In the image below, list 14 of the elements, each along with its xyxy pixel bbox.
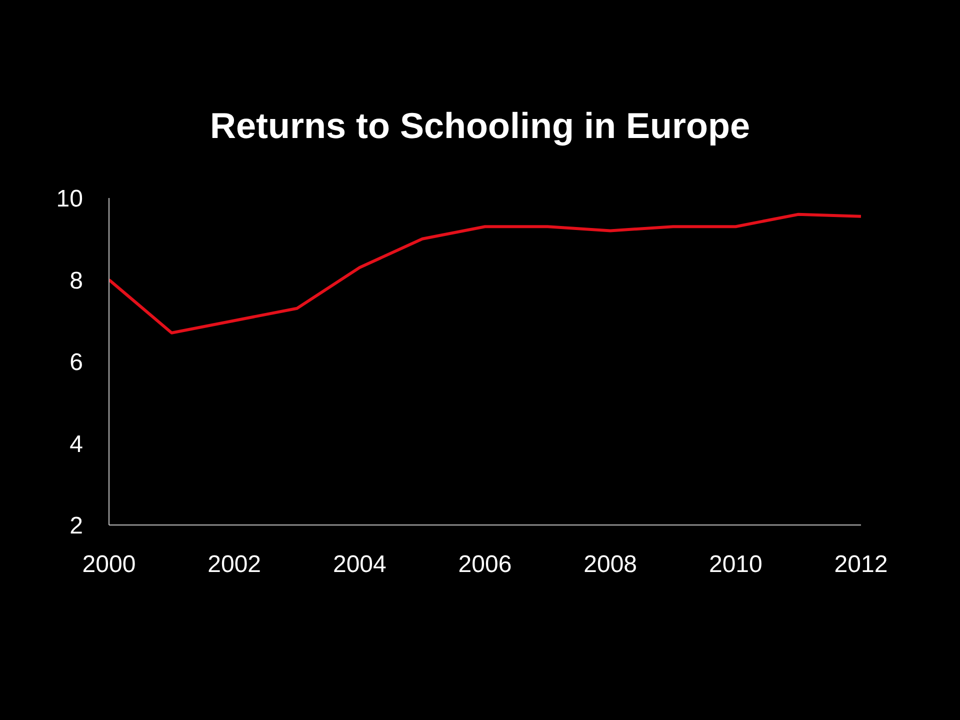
line-series — [109, 212, 861, 334]
x-tick-label: 2000 — [82, 551, 136, 578]
y-tick-label: 10 — [56, 186, 83, 213]
x-tick-label: 2010 — [708, 551, 762, 578]
chart-title: Returns to Schooling in Europe — [209, 105, 751, 147]
x-tick-label: 2006 — [458, 551, 512, 578]
x-tick-label: 2002 — [208, 551, 262, 578]
y-tick-label: 4 — [70, 430, 83, 458]
x-tick-label: 2012 — [834, 551, 888, 578]
x-tick-label: 2008 — [584, 551, 638, 578]
y-tick-label: 8 — [70, 267, 83, 294]
y-tick-label: 6 — [70, 349, 83, 376]
y-tick-label: 2 — [70, 512, 83, 540]
x-tick-label: 2004 — [332, 551, 386, 578]
